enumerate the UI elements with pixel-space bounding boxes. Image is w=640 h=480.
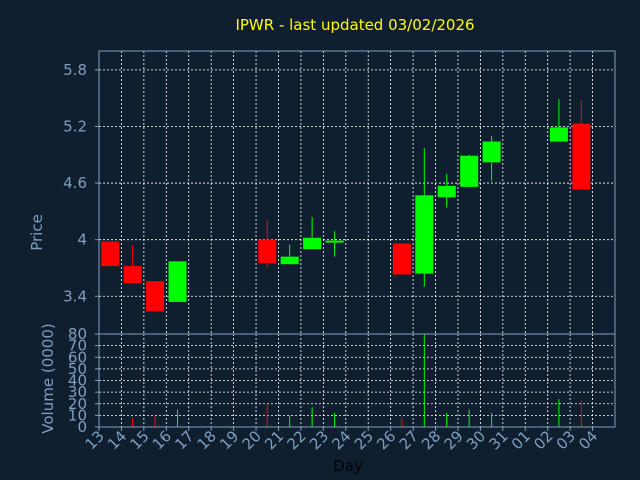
candle-body (280, 256, 299, 265)
candle-body (101, 241, 120, 267)
price-tick-label: 5.8 (63, 61, 87, 79)
candle-body (437, 185, 456, 198)
candle-body (325, 240, 344, 243)
price-tick-label: 3.4 (63, 287, 87, 305)
candle-body (572, 123, 591, 190)
volume-axis-label: Volume (0000) (39, 323, 57, 433)
candle-body (146, 281, 165, 312)
volume-tick-label: 30 (68, 383, 87, 401)
candle-body (482, 141, 501, 163)
volume-tick-label: 10 (68, 406, 87, 424)
price-panel: 3.4 4 4.6 5.2 5.8 Price (28, 50, 616, 335)
volume-tick-label: 70 (68, 337, 87, 355)
x-tick-label: 04 (575, 427, 601, 453)
volume-tick-label: 60 (68, 348, 87, 366)
volume-tick-label: 50 (68, 360, 87, 378)
candle-body (303, 237, 322, 250)
volume-tick-label: 80 (68, 325, 87, 343)
volume-frame (98, 333, 616, 428)
price-grid (99, 51, 615, 334)
price-axis-label: Price (28, 214, 46, 251)
candle-body (123, 266, 142, 284)
volume-bars (132, 334, 582, 427)
x-axis-label: Day (333, 457, 363, 475)
candle-body (168, 261, 187, 302)
x-ticks: 1314151617181920212223242526272829303101… (82, 427, 601, 453)
candle-body (392, 243, 411, 275)
candle-body (460, 155, 479, 187)
volume-grid (99, 333, 615, 428)
volume-tick-label: 0 (77, 418, 87, 436)
candle-body (549, 127, 568, 142)
price-tick-label: 4 (77, 231, 87, 249)
volume-tick-label: 20 (68, 395, 87, 413)
volume-tick-label: 40 (68, 372, 87, 390)
price-tick-label: 5.2 (63, 117, 87, 135)
price-y-ticks: 3.4 4 4.6 5.2 5.8 (63, 61, 99, 305)
candles (101, 99, 591, 312)
candle-body (258, 239, 277, 264)
candle-body (415, 195, 434, 274)
chart-title: IPWR - last updated 03/02/2026 (235, 16, 474, 34)
price-tick-label: 4.6 (63, 174, 87, 192)
